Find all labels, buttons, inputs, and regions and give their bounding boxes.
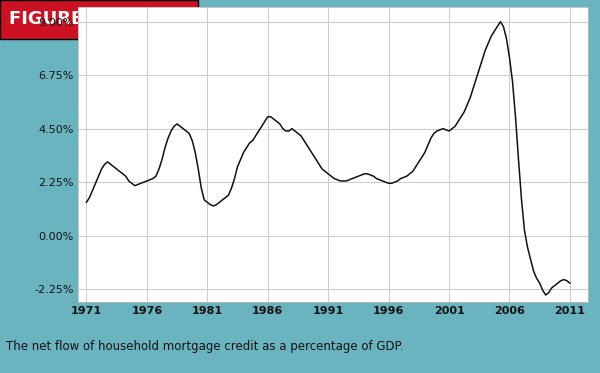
Text: FIGURE 2: FIGURE 2 [9, 10, 102, 28]
Text: The net flow of household mortgage credit as a percentage of GDP.: The net flow of household mortgage credi… [6, 340, 404, 353]
FancyBboxPatch shape [0, 0, 198, 39]
